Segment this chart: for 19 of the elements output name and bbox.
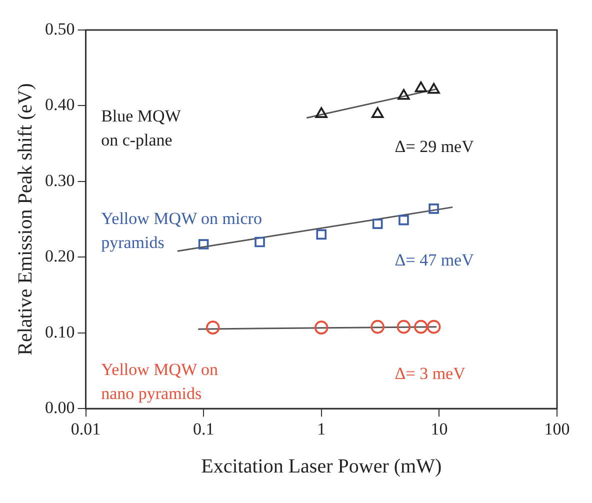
x-tick-label: 10 <box>430 419 448 438</box>
y-tick-label: 0.00 <box>45 398 75 418</box>
x-axis-title: Excitation Laser Power (mW) <box>201 455 442 478</box>
y-axis-title: Relative Emission Peak shift (eV) <box>14 83 36 356</box>
series-label: Yellow MQW on nano pyramids <box>101 360 219 404</box>
series-label: Yellow MQW on micro pyramids <box>101 208 262 252</box>
x-tick-label: 100 <box>544 419 570 438</box>
y-tick-label: 0.30 <box>45 170 75 190</box>
text: Blue MQW on c-plane <box>101 106 182 150</box>
x-tick-label: 0.01 <box>70 419 101 438</box>
annotation: Δ= 29 meV <box>394 136 475 156</box>
y-tick-label: 0.20 <box>45 246 75 266</box>
annotation: Δ= 47 meV <box>394 250 475 270</box>
x-tick-label: 0.1 <box>192 419 214 438</box>
y-tick-label: 0.10 <box>45 322 75 342</box>
annotation: Δ= 3 meV <box>394 364 466 383</box>
x-tick-label: 1 <box>317 419 326 438</box>
y-tick-label: 0.50 <box>45 19 75 38</box>
y-tick-label: 0.40 <box>45 95 75 114</box>
